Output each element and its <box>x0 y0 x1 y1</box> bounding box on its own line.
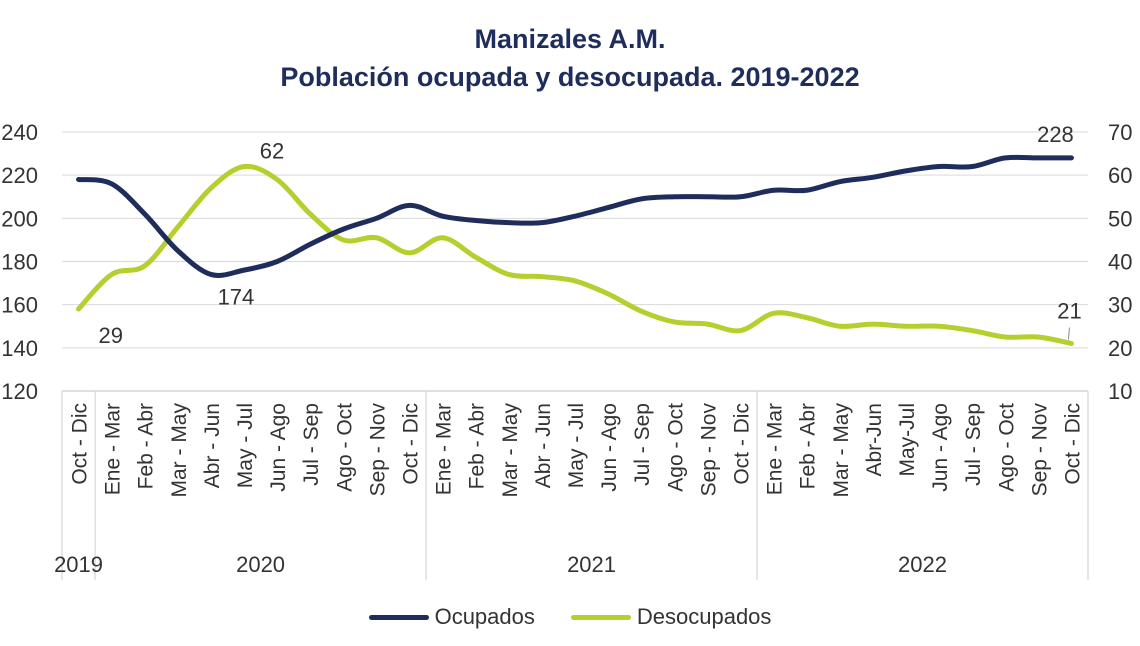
x-tick-label: Mar - May <box>499 403 522 498</box>
x-tick-label: Jun - Ago <box>267 403 290 492</box>
y-left-tick-label: 220 <box>1 163 38 188</box>
x-tick-label: Feb - Abr <box>466 403 489 489</box>
year-group-label: 2022 <box>898 552 947 577</box>
x-tick-label: Sep - Nov <box>366 403 389 497</box>
data-label: 62 <box>260 139 284 164</box>
x-tick-label: Feb - Abr <box>135 403 158 489</box>
y-left-tick-label: 180 <box>1 250 38 275</box>
y-left-tick-label: 140 <box>1 336 38 361</box>
x-tick-label: Ago - Oct <box>664 403 687 492</box>
x-tick-label: Ene - Mar <box>102 403 125 495</box>
line-chart: 120 140 160 180 200 220 240 10 20 30 40 50 60 70 Oct -… <box>1 120 1132 580</box>
x-tick-label: Abr - Jun <box>532 403 555 488</box>
x-tick-label: Ene - Mar <box>764 403 787 495</box>
y-left-tick-label: 200 <box>1 206 38 231</box>
y-right-tick-label: 20 <box>1108 336 1132 361</box>
x-tick-label: Mar - May <box>830 403 853 498</box>
x-tick-label: May - Jul <box>565 403 588 488</box>
legend-swatch-desocupados <box>570 614 631 620</box>
x-tick-label: Ene - Mar <box>433 403 456 495</box>
chart-title: Manizales A.M. <box>474 24 666 54</box>
data-label: 228 <box>1037 122 1074 147</box>
legend-item-ocupados: Ocupados <box>368 604 535 630</box>
y-right-tick-label: 10 <box>1108 379 1132 404</box>
series-line-desocupados <box>76 163 1074 347</box>
legend-label-ocupados: Ocupados <box>434 604 535 629</box>
data-label-leader <box>1067 327 1070 340</box>
data-label: 21 <box>1057 299 1081 324</box>
x-tick-label: Jul - Sep <box>962 403 985 486</box>
legend-label-desocupados: Desocupados <box>636 604 772 629</box>
legend-swatch-ocupados <box>368 614 429 620</box>
y-left-tick-label: 120 <box>1 379 38 404</box>
y-right-tick-label: 50 <box>1108 206 1132 231</box>
x-tick-label: Jul - Sep <box>300 403 323 486</box>
year-group-label: 2020 <box>236 552 285 577</box>
x-tick-label: Jul - Sep <box>631 403 654 486</box>
x-tick-label: Mar - May <box>168 403 191 498</box>
x-tick-label: Oct - Dic <box>69 403 92 485</box>
legend-item-desocupados: Desocupados <box>570 604 772 630</box>
y-right-tick-label: 40 <box>1108 250 1132 275</box>
y-left-tick-label: 160 <box>1 293 38 318</box>
x-tick-label: Sep - Nov <box>1028 403 1051 497</box>
x-tick-label: Sep - Nov <box>697 403 720 497</box>
y-left-tick-label: 240 <box>1 120 38 145</box>
y-right-tick-label: 30 <box>1108 293 1132 318</box>
x-tick-label: Feb - Abr <box>797 403 820 489</box>
series-line-ocupados <box>76 154 1074 278</box>
x-tick-label: Ago - Oct <box>995 403 1018 492</box>
y-right-tick-label: 70 <box>1108 120 1132 145</box>
x-tick-label: May-Jul <box>896 403 919 477</box>
data-label: 29 <box>99 323 123 348</box>
x-tick-label: Ago - Oct <box>333 403 356 492</box>
x-tick-label: Abr-Jun <box>863 403 886 477</box>
x-tick-label: Jun - Ago <box>598 403 621 492</box>
x-tick-label: Abr - Jun <box>201 403 224 488</box>
year-group-label: 2021 <box>567 552 616 577</box>
x-tick-label: Oct - Dic <box>730 403 753 485</box>
year-group-label: 2019 <box>54 552 103 577</box>
y-right-tick-label: 60 <box>1108 163 1132 188</box>
chart-subtitle: Población ocupada y desocupada. 2019-202… <box>280 62 860 92</box>
x-tick-label: May - Jul <box>234 403 257 488</box>
data-label: 174 <box>218 284 255 309</box>
x-tick-label: Jun - Ago <box>929 403 952 492</box>
legend: Ocupados Desocupados <box>0 604 1140 630</box>
x-tick-label: Oct - Dic <box>400 403 423 485</box>
x-tick-label: Oct - Dic <box>1061 403 1084 485</box>
